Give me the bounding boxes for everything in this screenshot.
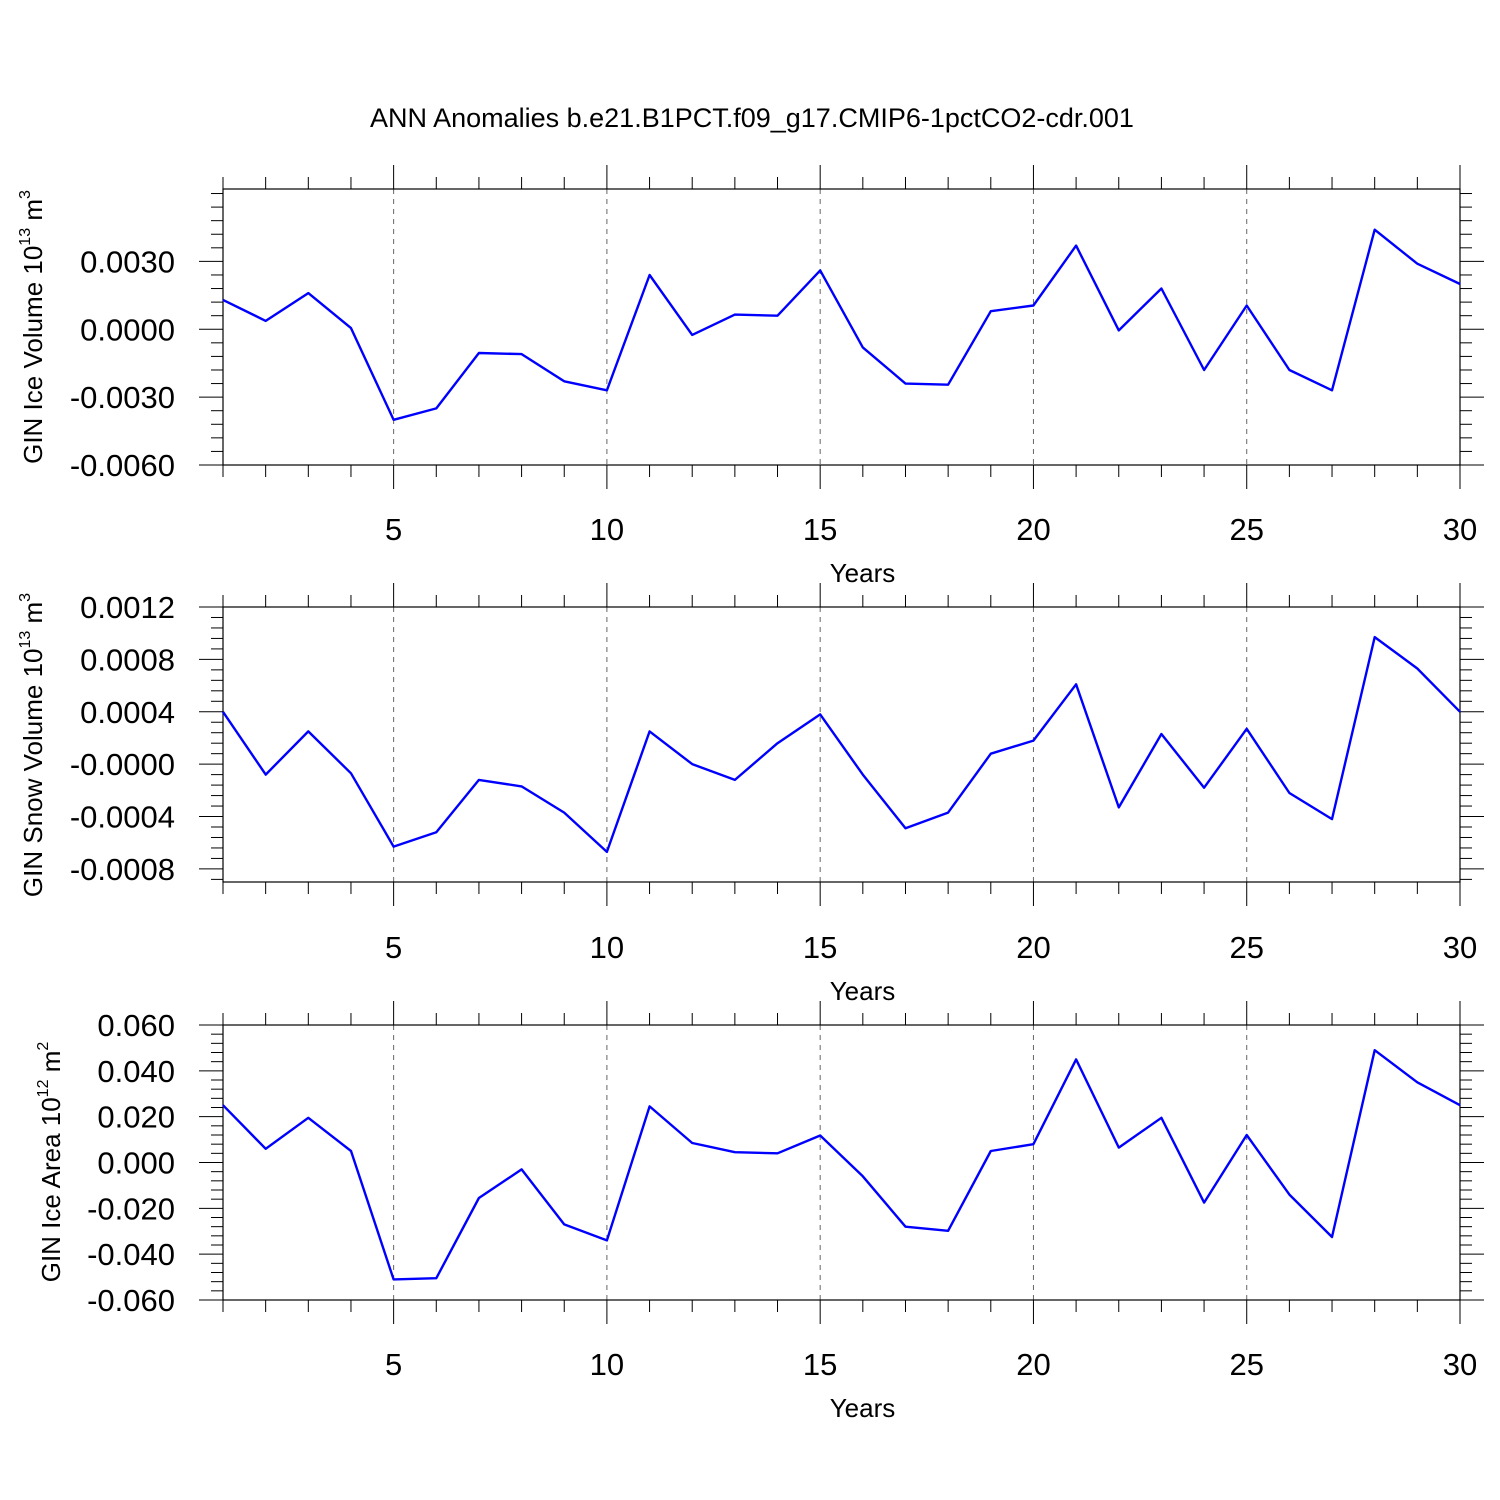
chart-title: ANN Anomalies b.e21.B1PCT.f09_g17.CMIP6-…	[370, 103, 1134, 133]
x-axis-label: Years	[830, 976, 896, 1006]
y-tick-label: -0.0008	[70, 852, 175, 887]
y-tick-label: 0.0008	[80, 642, 175, 677]
x-tick-label: 5	[385, 930, 402, 965]
y-tick-label: 0.0030	[80, 244, 175, 279]
x-axis-label: Years	[830, 1393, 896, 1423]
y-axis-label: GIN Ice Volume 1013 m3	[17, 190, 48, 464]
x-tick-label: 10	[590, 1347, 624, 1382]
x-tick-label: 15	[803, 930, 837, 965]
y-tick-label: 0.0012	[80, 590, 175, 625]
y-tick-label: 0.060	[97, 1008, 175, 1043]
y-tick-label: -0.040	[87, 1237, 175, 1272]
y-tick-label: 0.040	[97, 1054, 175, 1089]
x-tick-label: 30	[1443, 1347, 1477, 1382]
x-tick-label: 30	[1443, 512, 1477, 547]
x-tick-label: 10	[590, 512, 624, 547]
series-line	[222, 228, 1461, 421]
series-line	[222, 635, 1461, 854]
x-tick-label: 20	[1016, 930, 1050, 965]
x-tick-label: 25	[1229, 512, 1263, 547]
y-tick-label: 0.000	[97, 1146, 175, 1181]
x-tick-label: 25	[1229, 930, 1263, 965]
x-tick-label: 15	[803, 1347, 837, 1382]
plot-frame	[222, 1024, 1461, 1301]
y-tick-label: -0.0060	[70, 448, 175, 483]
x-axis-label: Years	[830, 558, 896, 588]
x-tick-label: 30	[1443, 930, 1477, 965]
x-tick-label: 5	[385, 512, 402, 547]
x-tick-label: 5	[385, 1347, 402, 1382]
y-tick-label: -0.060	[87, 1283, 175, 1318]
x-tick-label: 25	[1229, 1347, 1263, 1382]
series-line	[222, 1048, 1461, 1281]
plot-frame	[222, 188, 1461, 466]
y-axis-label: GIN Snow Volume 1013 m3	[17, 593, 48, 897]
y-tick-label: -0.020	[87, 1191, 175, 1226]
x-tick-label: 20	[1016, 512, 1050, 547]
y-tick-label: -0.0000	[70, 747, 175, 782]
y-tick-label: 0.0004	[80, 695, 175, 730]
y-tick-label: 0.0000	[80, 312, 175, 347]
x-tick-label: 10	[590, 930, 624, 965]
plot-frame	[222, 606, 1461, 883]
panel-ice-area: -0.060 -0.040 -0.020 0.000 0.020 0.040 0.060 5 1…	[35, 1001, 1484, 1423]
panel-snow-volume: -0.0008 -0.0004 -0.0000 0.0004 0.0008 0.0012 5…	[17, 583, 1484, 1006]
x-tick-label: 15	[803, 512, 837, 547]
y-tick-label: -0.0004	[70, 800, 175, 835]
y-tick-label: -0.0030	[70, 380, 175, 415]
x-tick-label: 20	[1016, 1347, 1050, 1382]
y-axis-label: GIN Ice Area 1012 m2	[35, 1042, 66, 1283]
y-tick-label: 0.020	[97, 1100, 175, 1135]
panel-ice-volume: -0.0060 -0.0030 0.0000 0.0030 5 10 15 20 25 30 Yea…	[17, 165, 1484, 588]
